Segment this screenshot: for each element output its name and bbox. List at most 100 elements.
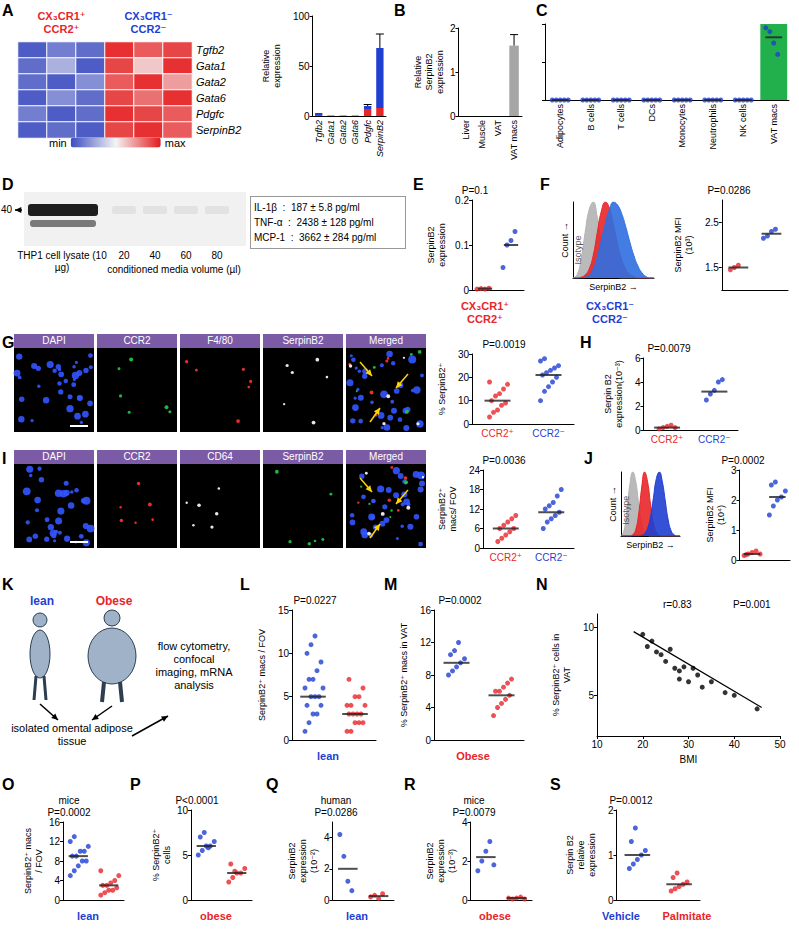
svg-text:(10⁻²): (10⁻²) xyxy=(309,849,319,873)
svg-text:SerpinB2: SerpinB2 xyxy=(287,842,297,879)
svg-text:16: 16 xyxy=(420,605,432,616)
svg-text:Relative: Relative xyxy=(261,50,271,83)
svg-text:SerpinB2⁺ macs / FOV: SerpinB2⁺ macs / FOV xyxy=(257,629,267,721)
svg-text:30: 30 xyxy=(458,349,470,360)
svg-text:0: 0 xyxy=(462,895,468,906)
svg-text:Muscle: Muscle xyxy=(477,120,487,149)
svg-text:VAT: VAT xyxy=(493,120,503,137)
svg-text:% SerpinB2⁺ macs in VAT: % SerpinB2⁺ macs in VAT xyxy=(399,622,409,727)
svg-text:CCR2⁻: CCR2⁻ xyxy=(535,552,568,563)
svg-text:5: 5 xyxy=(182,850,188,861)
svg-text:0: 0 xyxy=(463,285,469,296)
svg-text:Gata1: Gata1 xyxy=(196,60,226,72)
svg-text:30: 30 xyxy=(683,739,695,750)
svg-text:(10⁻³): (10⁻³) xyxy=(447,849,457,873)
svg-text:P=0.0019: P=0.0019 xyxy=(482,339,526,350)
svg-text:% SerpinB2⁺: % SerpinB2⁺ xyxy=(151,829,161,882)
svg-text:0: 0 xyxy=(608,895,614,906)
svg-text:4: 4 xyxy=(324,832,330,843)
svg-text:P=0.0002: P=0.0002 xyxy=(47,807,91,818)
svg-text:expression: expression xyxy=(435,50,445,94)
svg-text:Gata6: Gata6 xyxy=(350,120,360,145)
svg-text:Serpin B2: Serpin B2 xyxy=(603,374,613,414)
svg-text:0: 0 xyxy=(182,895,188,906)
svg-text:0: 0 xyxy=(324,895,330,906)
svg-text:4: 4 xyxy=(462,817,468,828)
svg-text:Count →: Count → xyxy=(608,486,618,522)
svg-text:CCR2⁺: CCR2⁺ xyxy=(651,434,684,445)
svg-text:CCR2⁻: CCR2⁻ xyxy=(532,428,565,439)
svg-text:Gata2: Gata2 xyxy=(196,76,226,88)
svg-text:Relative: Relative xyxy=(413,56,423,89)
svg-text:Count →: Count → xyxy=(560,222,570,258)
svg-text:BMI: BMI xyxy=(680,754,698,765)
svg-text:6: 6 xyxy=(474,523,480,534)
svg-text:mice: mice xyxy=(463,795,485,806)
svg-text:100: 100 xyxy=(293,11,310,22)
svg-text:P=0.0002: P=0.0002 xyxy=(438,595,482,606)
svg-text:SerpinB2 →: SerpinB2 → xyxy=(626,540,675,550)
svg-text:P=0.001: P=0.001 xyxy=(733,599,771,610)
svg-text:3: 3 xyxy=(731,465,737,476)
svg-text:cells: cells xyxy=(162,846,172,865)
svg-text:2: 2 xyxy=(608,805,614,816)
svg-text:mice: mice xyxy=(58,795,80,806)
svg-text:Liver: Liver xyxy=(461,120,471,140)
svg-text:10: 10 xyxy=(591,739,603,750)
svg-text:SerpinB2: SerpinB2 xyxy=(425,842,435,879)
svg-text:P=0.0079: P=0.0079 xyxy=(647,343,691,354)
svg-text:12: 12 xyxy=(469,504,481,515)
svg-text:15: 15 xyxy=(278,605,290,616)
svg-text:0.2: 0.2 xyxy=(455,195,469,206)
svg-text:P=0.0227: P=0.0227 xyxy=(293,595,337,606)
svg-text:Tgfb2: Tgfb2 xyxy=(196,44,224,56)
svg-text:macs/ FOV: macs/ FOV xyxy=(448,486,458,531)
svg-text:0: 0 xyxy=(304,111,310,122)
svg-text:relative: relative xyxy=(576,840,586,869)
svg-text:P=0.0286: P=0.0286 xyxy=(314,807,358,818)
svg-text:20: 20 xyxy=(458,372,470,383)
svg-text:1: 1 xyxy=(608,850,614,861)
svg-text:(10⁴): (10⁴) xyxy=(716,505,726,525)
svg-text:P=0.0286: P=0.0286 xyxy=(707,185,751,196)
svg-text:4: 4 xyxy=(635,377,641,388)
svg-text:16: 16 xyxy=(49,817,61,828)
svg-text:P<0.0001: P<0.0001 xyxy=(175,795,219,806)
svg-text:/ FOV: / FOV xyxy=(34,849,44,873)
svg-text:4: 4 xyxy=(54,875,60,886)
svg-text:18: 18 xyxy=(469,484,481,495)
svg-text:% SerpinB2⁺: % SerpinB2⁺ xyxy=(437,363,447,416)
svg-text:Neutrophils: Neutrophils xyxy=(708,104,718,150)
svg-text:5: 5 xyxy=(283,691,289,702)
svg-text:Pdgfc: Pdgfc xyxy=(363,120,373,144)
svg-text:20: 20 xyxy=(637,739,649,750)
svg-text:P=0.0036: P=0.0036 xyxy=(482,455,526,466)
svg-text:0: 0 xyxy=(474,543,480,554)
svg-text:expression: expression xyxy=(298,839,308,883)
svg-text:Pdgfc: Pdgfc xyxy=(196,108,225,120)
svg-text:SerpinB2 MFI: SerpinB2 MFI xyxy=(705,487,715,542)
svg-text:2.5: 2.5 xyxy=(705,217,719,228)
svg-text:2: 2 xyxy=(635,401,641,412)
svg-text:VAT macs: VAT macs xyxy=(769,104,779,145)
svg-text:2: 2 xyxy=(731,495,737,506)
svg-text:10: 10 xyxy=(177,805,189,816)
svg-text:4: 4 xyxy=(425,702,431,713)
svg-text:8: 8 xyxy=(54,856,60,867)
svg-text:VAT macs: VAT macs xyxy=(509,120,519,161)
svg-text:Serpin B2: Serpin B2 xyxy=(565,835,575,875)
svg-text:Adipocytes: Adipocytes xyxy=(555,104,565,149)
svg-text:0: 0 xyxy=(283,735,289,746)
svg-text:SerpinB2: SerpinB2 xyxy=(196,124,241,136)
svg-text:expression: expression xyxy=(436,839,446,883)
svg-text:SerpinB2⁺ macs: SerpinB2⁺ macs xyxy=(23,828,33,894)
svg-text:expression: expression xyxy=(437,223,447,267)
svg-text:24: 24 xyxy=(469,465,481,476)
svg-text:CCR2⁺: CCR2⁺ xyxy=(490,552,523,563)
svg-text:Isotype: Isotype xyxy=(621,496,631,525)
svg-text:50: 50 xyxy=(774,739,786,750)
svg-text:NK cells: NK cells xyxy=(738,104,748,138)
svg-text:Isotype: Isotype xyxy=(573,235,583,264)
svg-text:max: max xyxy=(165,137,186,149)
svg-text:SerpinB2 →: SerpinB2 → xyxy=(589,282,638,292)
